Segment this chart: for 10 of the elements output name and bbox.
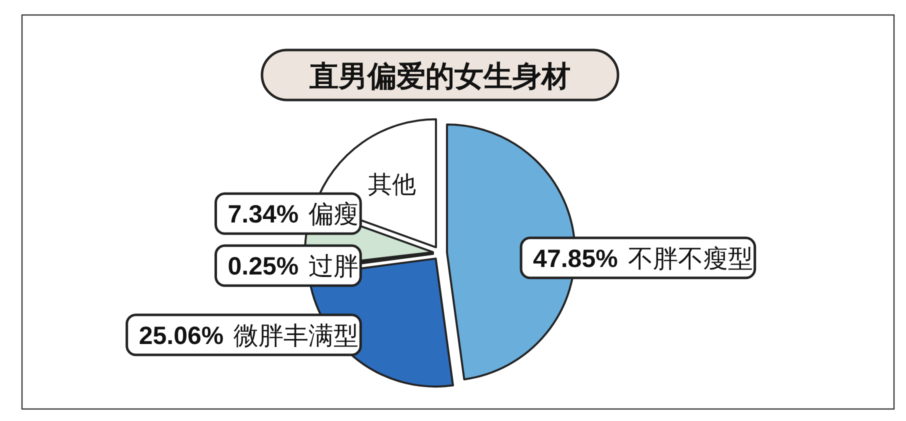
slice-label: 偏瘦: [308, 200, 359, 229]
data-label: 7.34%: [228, 200, 299, 229]
data-label: 0.25%: [228, 252, 299, 281]
slice-label: 微胖丰满型: [234, 322, 359, 350]
data-label: 47.85%: [533, 244, 618, 273]
slice-label: 其他: [368, 171, 416, 198]
slice-label: 不胖不瘦型: [628, 244, 753, 273]
chart-title: 直男偏爱的女生身材: [308, 61, 570, 93]
slice-label: 过胖: [308, 252, 359, 281]
data-label: 25.06%: [138, 322, 224, 350]
